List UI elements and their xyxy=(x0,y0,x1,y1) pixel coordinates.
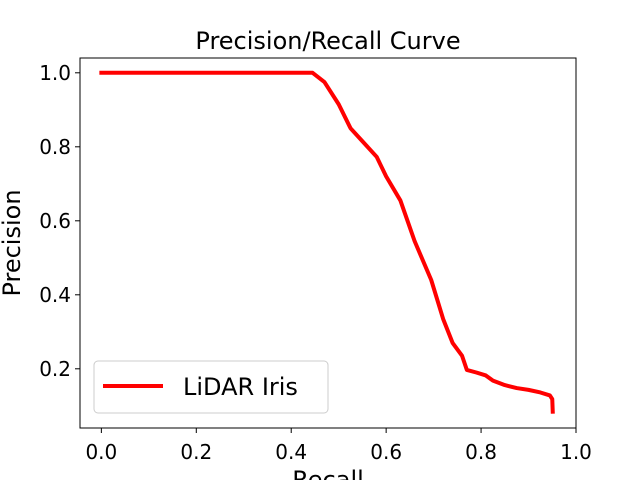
x-axis: 0.0 0.2 0.4 0.6 0.8 1.0 xyxy=(85,428,592,464)
plot-frame xyxy=(79,57,577,429)
x-tick-label: 0.6 xyxy=(370,440,402,464)
x-axis-label: Recall xyxy=(292,466,364,480)
chart-title: Precision/Recall Curve xyxy=(195,27,460,55)
legend-box xyxy=(93,360,329,414)
legend: LiDAR Iris xyxy=(93,360,329,414)
y-tick-label: 0.2 xyxy=(39,357,71,381)
y-tick-label: 0.8 xyxy=(39,135,71,159)
x-tick-label: 0.8 xyxy=(465,440,497,464)
x-tick-label: 0.2 xyxy=(180,440,212,464)
y-tick-label: 1.0 xyxy=(39,61,71,85)
x-tick-label: 1.0 xyxy=(560,440,592,464)
x-tick-label: 0.0 xyxy=(85,440,117,464)
y-tick-label: 0.4 xyxy=(39,283,71,307)
y-axis-label: Precision xyxy=(0,189,26,296)
series-line-lidar-iris xyxy=(99,70,555,414)
y-tick-label: 0.6 xyxy=(39,209,71,233)
y-axis: 0.2 0.4 0.6 0.8 1.0 xyxy=(39,61,80,381)
x-tick-label: 0.4 xyxy=(275,440,307,464)
series-layer xyxy=(99,70,555,414)
legend-label: LiDAR Iris xyxy=(183,373,298,401)
